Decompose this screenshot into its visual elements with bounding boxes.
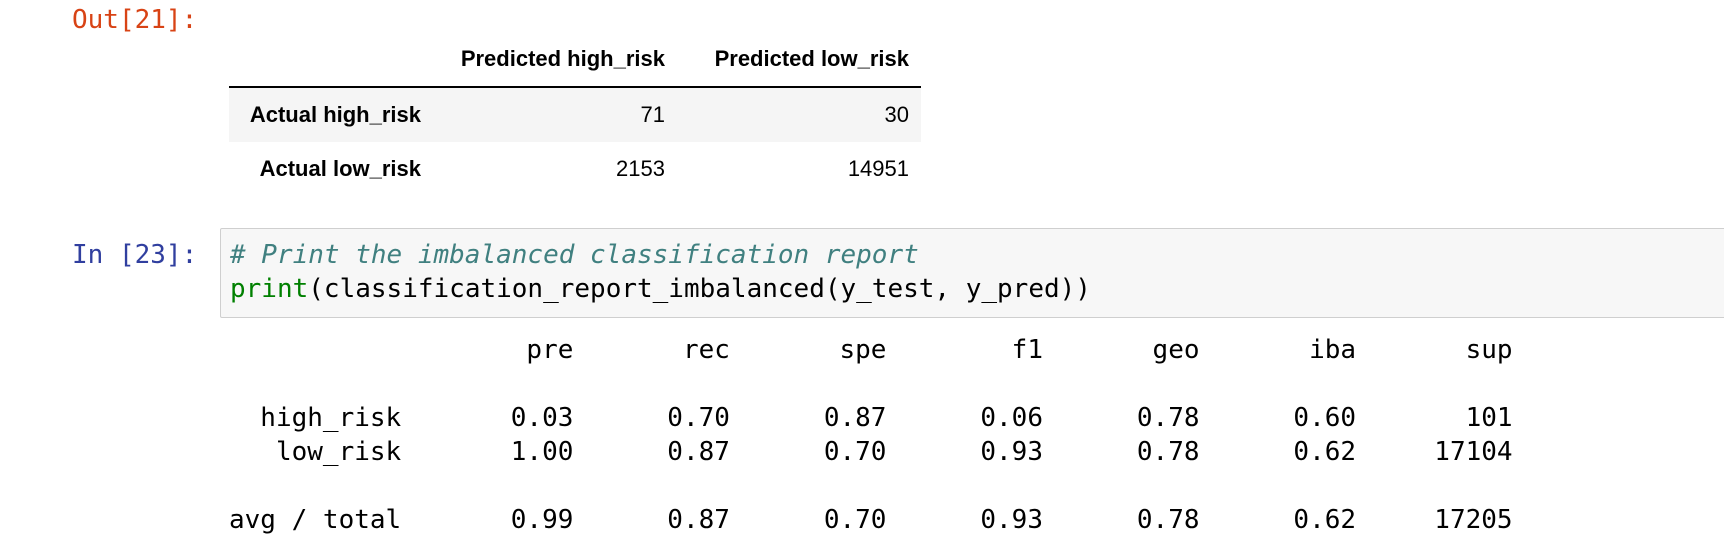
code-call: (classification_report_imbalanced(y_test… — [308, 274, 1091, 304]
table-cell: 2153 — [616, 156, 665, 181]
confusion-matrix-table: Predicted high_risk Predicted low_risk A… — [229, 32, 921, 196]
table-row: Actual high_risk 71 30 — [229, 87, 921, 142]
table-row: Actual low_risk 2153 14951 — [229, 142, 921, 196]
table-cell: 30 — [884, 102, 909, 127]
report-row-total: avg / total 0.99 0.87 0.70 0.93 0.78 0.6… — [229, 505, 1513, 535]
out-prompt: Out[21]: — [72, 5, 198, 35]
row-label: Actual low_risk — [259, 156, 421, 181]
table-cell: 71 — [640, 102, 665, 127]
column-header: Predicted high_risk — [433, 32, 677, 88]
in-prompt: In [23]: — [72, 240, 198, 270]
report-spacer — [229, 367, 1513, 401]
code-line: print(classification_report_imbalanced(y… — [230, 273, 1091, 305]
code-builtin: print — [230, 274, 309, 304]
classification-report-output: pre rec spe f1 geo iba sup high_risk 0.0… — [229, 333, 1513, 537]
column-header: Predicted low_risk — [677, 32, 921, 88]
code-comment: # Print the imbalanced classification re… — [230, 240, 919, 270]
report-row-high-risk: high_risk 0.03 0.70 0.87 0.06 0.78 0.60 … — [229, 403, 1513, 433]
code-input-area[interactable]: # Print the imbalanced classification re… — [220, 228, 1724, 318]
report-spacer — [229, 469, 1513, 503]
row-label: Actual high_risk — [249, 102, 421, 127]
code-line: # Print the imbalanced classification re… — [230, 239, 919, 271]
table-cell: 14951 — [847, 156, 909, 181]
table-corner-cell — [229, 32, 433, 88]
report-header: pre rec spe f1 geo iba sup — [229, 335, 1513, 365]
report-row-low-risk: low_risk 1.00 0.87 0.70 0.93 0.78 0.62 1… — [229, 437, 1513, 467]
table-header-row: Predicted high_risk Predicted low_risk — [229, 32, 921, 88]
